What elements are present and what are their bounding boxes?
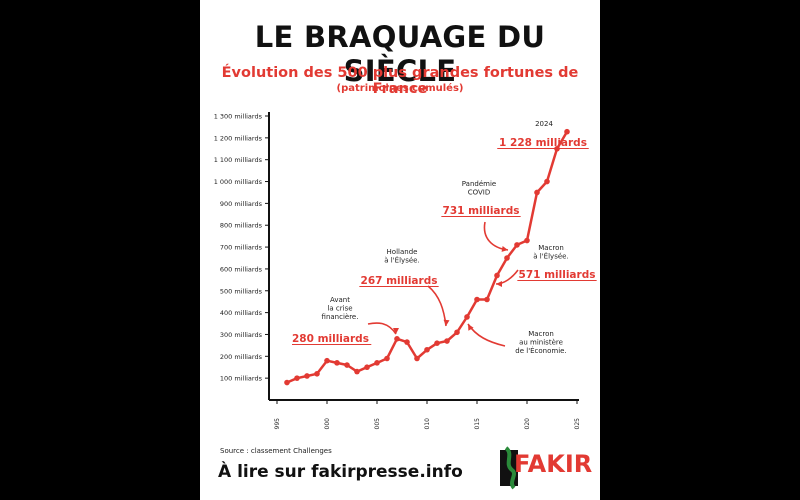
annotation-value: 1 228 milliards — [499, 137, 587, 149]
data-point — [324, 357, 330, 364]
annotation-arrow — [467, 323, 506, 347]
annotation-arrowhead — [496, 281, 502, 287]
x-tick-label: 2025 — [574, 418, 581, 430]
annotation-arrowhead — [443, 319, 450, 326]
annotation-text: Avant — [330, 296, 350, 304]
x-tick-label: 2005 — [374, 418, 381, 430]
data-point — [534, 189, 540, 196]
x-tick-label: 2020 — [524, 418, 531, 430]
annotation-value: 280 milliards — [292, 333, 369, 345]
annotation-text: COVID — [468, 189, 491, 197]
data-point — [344, 362, 350, 368]
data-point — [284, 379, 290, 386]
data-point — [354, 368, 360, 375]
y-tick-label: 1 200 milliards — [214, 134, 263, 142]
y-tick-label: 100 milliards — [220, 375, 263, 383]
y-tick-label: 300 milliards — [220, 331, 263, 339]
annotation-text: la crise — [327, 305, 352, 313]
data-point — [294, 375, 300, 381]
data-point — [514, 242, 520, 248]
data-point — [504, 255, 510, 261]
data-point — [454, 329, 460, 336]
poster-title: LE BRAQUAGE DU SIÈCLE — [254, 20, 546, 88]
data-point — [314, 370, 320, 377]
annotation-text: à l'Élysée. — [384, 256, 419, 265]
poster: LE BRAQUAGE DU SIÈCLE Évolution des 500 … — [200, 0, 600, 500]
data-point — [384, 355, 390, 362]
wealth-line-chart: 100 milliards 200 milliards 300 milliards 4… — [214, 112, 597, 430]
y-tick-label: 700 milliards — [220, 244, 263, 252]
annotation-text: Macron — [538, 244, 564, 252]
annotation-text: au ministère — [519, 339, 563, 347]
read-more-link[interactable]: À lire sur fakirpresse.info — [218, 462, 463, 482]
data-point — [374, 360, 380, 366]
fakir-logo-icon — [500, 446, 518, 490]
data-point — [364, 364, 370, 371]
data-point — [484, 296, 490, 303]
poster-subtitle: Évolution des 500 plus grandes fortunes … — [221, 65, 579, 97]
source-note: Source : classement Challenges — [220, 447, 332, 455]
y-tick-label: 800 milliards — [220, 222, 263, 230]
y-tick-label: 600 milliards — [220, 265, 263, 273]
data-point — [334, 360, 340, 366]
annotation-text: 2024 — [535, 120, 553, 128]
annotation-text: à l'Élysée. — [533, 252, 568, 261]
poster-subtitle-note: (patrimoines cumulés) — [336, 83, 464, 94]
x-tick-label: 2015 — [474, 418, 481, 430]
y-tick-label: 1 300 milliards — [214, 113, 263, 121]
y-tick-label: 900 milliards — [220, 200, 263, 208]
annotation-text: de l'Économie. — [515, 346, 566, 355]
data-point — [564, 128, 570, 135]
annotation-arrowhead — [501, 246, 508, 252]
annotation-text: Hollande — [387, 248, 418, 256]
x-tick-label: 1995 — [274, 418, 281, 430]
data-point — [394, 336, 400, 342]
fakir-logo-text: FAKIR — [514, 450, 593, 478]
data-point — [424, 346, 430, 353]
data-point — [414, 355, 420, 362]
y-tick-label: 500 milliards — [220, 287, 263, 295]
annotation-value: 731 milliards — [443, 205, 520, 217]
y-tick-label: 200 milliards — [220, 353, 263, 361]
data-point — [544, 178, 550, 185]
annotation-arrow — [427, 285, 447, 327]
annotation-text: Macron — [528, 330, 554, 338]
annotation-value: 571 milliards — [519, 269, 596, 281]
data-point — [434, 340, 440, 346]
x-tick-label: 2000 — [324, 418, 331, 430]
data-point — [304, 373, 310, 379]
y-tick-label: 1 100 milliards — [214, 156, 263, 164]
annotation-text: Pandémie — [462, 180, 496, 188]
x-tick-label: 2010 — [424, 418, 431, 430]
data-point — [474, 296, 480, 303]
data-point — [494, 272, 500, 279]
data-point — [444, 338, 450, 344]
y-tick-label: 1 000 milliards — [214, 178, 263, 186]
annotation-arrow — [367, 322, 397, 335]
annotation-arrowhead — [468, 323, 474, 331]
annotation-value: 267 milliards — [361, 275, 438, 287]
data-point — [524, 237, 530, 244]
data-point — [404, 339, 410, 345]
annotation-arrowhead — [393, 328, 399, 334]
annotation-arrow — [483, 221, 509, 251]
y-tick-label: 400 milliards — [220, 309, 263, 317]
data-point — [464, 314, 470, 320]
annotation-text: financière. — [322, 313, 359, 321]
